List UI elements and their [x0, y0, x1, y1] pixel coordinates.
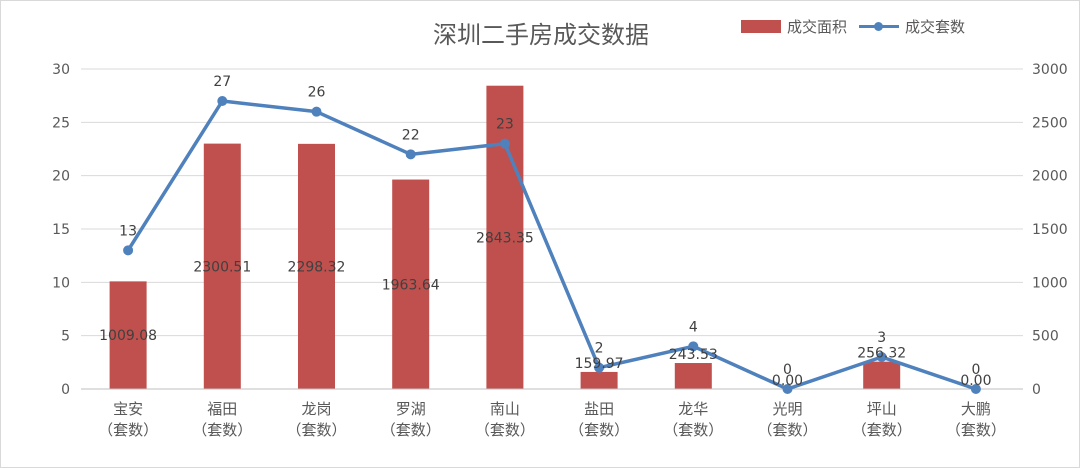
bar: [109, 281, 147, 389]
right-tick-label: 1000: [1032, 275, 1068, 291]
bar: [863, 361, 901, 389]
category-label: 福田: [207, 400, 237, 418]
line-point: [782, 384, 793, 394]
line-point: [876, 352, 887, 362]
right-tick-label: 1500: [1032, 222, 1068, 238]
category-sublabel: （套数）: [98, 421, 158, 439]
line-data-label: 13: [119, 223, 137, 239]
right-tick-label: 500: [1032, 329, 1059, 345]
bar-data-label: 2300.51: [193, 259, 251, 275]
line-point: [217, 96, 228, 106]
line-point: [311, 106, 322, 117]
right-tick-label: 0: [1032, 382, 1041, 398]
line-data-label: 2: [595, 341, 604, 357]
line-point: [688, 341, 699, 352]
category-label: 坪山: [867, 400, 897, 418]
bar-data-label: 0.00: [772, 373, 803, 389]
left-tick-label: 30: [52, 62, 70, 78]
line-point: [499, 138, 510, 149]
bar-data-label: 159.97: [575, 356, 624, 372]
bar-data-label: 256.32: [857, 346, 906, 362]
bar-data-label: 1963.64: [382, 277, 440, 293]
line-data-label: 26: [308, 85, 326, 101]
line-series: [126, 99, 977, 391]
category-sublabel: （套数）: [946, 421, 1006, 439]
bar: [203, 143, 241, 389]
legend-item-count: 成交套数: [859, 16, 965, 37]
category-label: 龙岗: [301, 400, 331, 418]
left-tick-label: 20: [52, 169, 70, 185]
line-data-label: 27: [213, 74, 231, 90]
right-tick-label: 2500: [1032, 115, 1068, 131]
category-label: 光明: [772, 400, 802, 418]
line-point: [594, 362, 605, 373]
line-point: [405, 149, 416, 160]
right-tick-label: 3000: [1032, 62, 1068, 78]
legend-item-area: 成交面积: [741, 16, 847, 37]
category-sublabel: （套数）: [475, 421, 535, 439]
category-sublabel: （套数）: [852, 421, 912, 439]
bar: [298, 143, 335, 389]
category-sublabel: （套数）: [663, 421, 723, 439]
category-sublabel: （套数）: [569, 421, 629, 439]
line-point: [970, 384, 981, 394]
line-data-label: 23: [496, 117, 514, 133]
line-point: [123, 245, 134, 256]
bar-data-label: 1009.08: [99, 328, 157, 344]
category-label: 罗湖: [396, 400, 426, 418]
category-label: 南山: [490, 400, 520, 418]
line-data-label: 4: [689, 319, 698, 335]
chart-title: 深圳二手房成交数据: [433, 21, 649, 49]
line-data-label: 0: [783, 362, 792, 378]
bar-data-label: 243.53: [669, 347, 718, 363]
category-label: 宝安: [113, 400, 143, 418]
bar: [580, 371, 618, 389]
bar: [674, 363, 712, 389]
left-tick-label: 10: [52, 275, 70, 291]
bar: [486, 85, 524, 389]
bar-data-label: 2298.32: [288, 259, 346, 275]
left-tick-label: 15: [52, 222, 70, 238]
category-sublabel: （套数）: [757, 421, 817, 439]
legend-bar-swatch: [741, 20, 781, 33]
category-label: 盐田: [584, 400, 614, 418]
category-sublabel: （套数）: [286, 421, 346, 439]
line-data-label: 0: [971, 362, 980, 378]
bar-data-label: 0.00: [960, 373, 991, 389]
category-label: 龙华: [678, 400, 708, 418]
legend-line-swatch: [859, 20, 899, 33]
line-data-label: 22: [402, 127, 420, 143]
bar: [392, 179, 430, 389]
legend-label-area: 成交面积: [787, 18, 848, 36]
left-tick-label: 25: [52, 115, 70, 131]
category-sublabel: （套数）: [381, 421, 441, 439]
category-label: 大鹏: [961, 400, 991, 418]
bar-data-label: 2843.35: [476, 230, 534, 246]
category-sublabel: （套数）: [192, 421, 252, 439]
legend-label-count: 成交套数: [905, 18, 966, 36]
left-tick-label: 0: [61, 382, 70, 398]
right-tick-label: 2000: [1032, 169, 1068, 185]
line-data-label: 3: [877, 330, 886, 346]
left-tick-label: 5: [61, 329, 70, 345]
